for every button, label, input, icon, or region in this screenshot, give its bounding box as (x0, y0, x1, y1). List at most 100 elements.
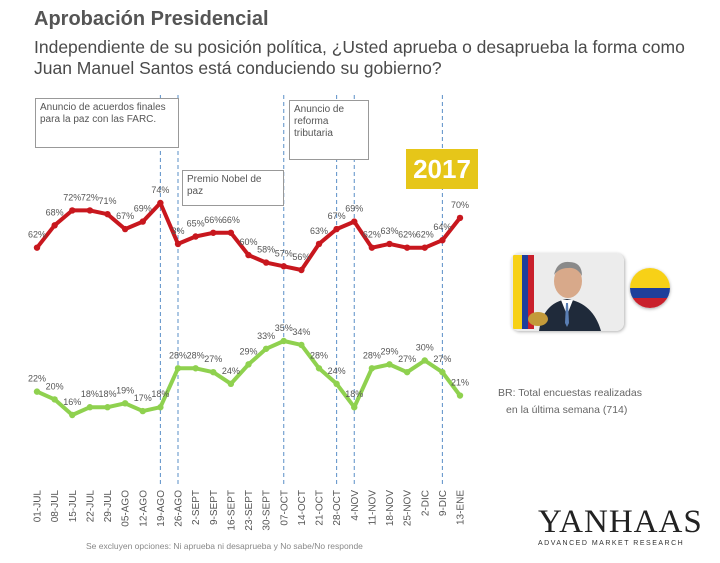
data-point-aprueba (245, 251, 252, 259)
data-point-desaprueba (403, 368, 411, 376)
data-point-desaprueba (245, 361, 252, 368)
data-point-aprueba (174, 240, 182, 248)
data-label-aprueba: 72% (63, 192, 81, 202)
x-tick-label: 16-SEPT (226, 490, 237, 531)
data-label-desaprueba: 27% (433, 354, 451, 364)
x-tick-label: 01-JUL (33, 490, 44, 523)
data-label-aprueba: 3% (171, 226, 184, 236)
data-label-aprueba: 68% (46, 207, 64, 217)
data-point-desaprueba (421, 357, 428, 364)
data-point-desaprueba (227, 380, 235, 388)
data-label-aprueba: 63% (380, 226, 398, 236)
chart-title: Aprobación Presidencial (34, 8, 269, 30)
data-label-aprueba: 67% (328, 211, 346, 221)
data-label-desaprueba: 19% (116, 385, 134, 395)
data-point-aprueba (403, 244, 411, 251)
x-tick-label: 13-ENE (456, 490, 467, 525)
logo-wordmark: YANHAAS (538, 504, 703, 540)
data-label-desaprueba: 16% (63, 397, 81, 407)
data-point-desaprueba (386, 361, 393, 368)
data-point-aprueba (210, 229, 217, 236)
data-point-aprueba (298, 266, 305, 274)
data-point-desaprueba (298, 341, 305, 349)
data-point-aprueba (368, 244, 376, 251)
data-label-desaprueba: 24% (328, 366, 346, 376)
data-point-desaprueba (368, 365, 376, 372)
x-tick-label: 18-NOV (385, 490, 396, 526)
x-tick-label: 25-NOV (403, 490, 414, 526)
annotation-farc-peace-deal: Anuncio de acuerdos finales para la paz … (35, 98, 179, 148)
data-point-aprueba (456, 214, 464, 222)
data-label-aprueba: 62% (398, 230, 416, 240)
x-tick-label: 28-OCT (332, 490, 343, 526)
sample-size-note-line2: en la última semana (714) (506, 404, 628, 416)
data-label-desaprueba: 27% (398, 354, 416, 364)
data-point-aprueba (86, 207, 94, 214)
data-point-aprueba (333, 225, 340, 233)
data-label-aprueba: 63% (310, 226, 328, 236)
x-tick-label: 19-AGO (156, 490, 167, 527)
x-tick-label: 30-SEPT (262, 490, 273, 531)
data-point-aprueba (104, 210, 111, 218)
data-point-aprueba (439, 237, 446, 244)
sample-size-note: BR: Total encuestas realizadas en la últ… (498, 385, 642, 419)
data-label-desaprueba: 20% (46, 381, 64, 391)
data-label-aprueba: 56% (292, 252, 310, 262)
data-label-aprueba: 65% (187, 219, 205, 229)
data-label-aprueba: 74% (151, 185, 169, 195)
data-label-aprueba: 62% (363, 230, 381, 240)
data-label-aprueba: 60% (239, 237, 257, 247)
x-tick-label: 08-JUL (50, 490, 61, 523)
data-point-desaprueba (333, 380, 340, 388)
data-label-desaprueba: 27% (204, 354, 222, 364)
data-label-desaprueba: 18% (81, 389, 99, 399)
footnote: Se excluyen opciones: Ni aprueba ni desa… (86, 541, 363, 551)
data-point-aprueba (262, 259, 270, 266)
data-label-desaprueba: 33% (257, 331, 275, 341)
data-point-aprueba (121, 225, 129, 233)
data-label-desaprueba: 18% (151, 389, 169, 399)
data-label-desaprueba: 28% (363, 350, 381, 360)
annotation-tax-reform: Anuncio de reforma tributaria (289, 100, 369, 160)
x-tick-label: 23-SEPT (244, 490, 255, 531)
data-point-desaprueba (280, 337, 287, 345)
data-label-desaprueba: 34% (292, 327, 310, 337)
x-tick-label: 05-AGO (121, 490, 132, 527)
data-point-desaprueba (315, 365, 323, 372)
sample-size-note-line1: BR: Total encuestas realizadas (498, 387, 642, 399)
x-tick-label: 11-NOV (367, 490, 378, 526)
data-point-aprueba (157, 199, 164, 207)
data-label-aprueba: 70% (451, 200, 469, 210)
data-point-aprueba (227, 229, 235, 236)
data-point-desaprueba (210, 368, 217, 376)
chart-subtitle: Independiente de su posición política, ¿… (34, 37, 685, 78)
data-label-aprueba: 58% (257, 245, 275, 255)
data-point-desaprueba (456, 392, 464, 399)
president-portrait-drawing (511, 253, 624, 331)
data-point-desaprueba (157, 404, 164, 411)
data-label-aprueba: 67% (116, 211, 134, 221)
x-tick-label: 9-SEPT (209, 490, 220, 525)
data-label-desaprueba: 18% (345, 389, 363, 399)
data-label-aprueba: 71% (98, 196, 116, 206)
data-point-desaprueba (33, 388, 41, 395)
data-point-aprueba (51, 222, 58, 229)
president-portrait (511, 253, 624, 331)
data-label-aprueba: 66% (222, 215, 240, 225)
data-point-desaprueba (351, 404, 358, 411)
data-label-desaprueba: 28% (310, 350, 328, 360)
data-point-aprueba (139, 218, 146, 225)
data-point-desaprueba (192, 365, 199, 372)
data-label-aprueba: 57% (275, 248, 293, 258)
data-point-aprueba (192, 233, 199, 240)
data-label-desaprueba: 24% (222, 366, 240, 376)
x-tick-label: 4-NOV (350, 490, 361, 521)
data-label-aprueba: 62% (28, 230, 46, 240)
x-tick-label: 07-OCT (279, 490, 290, 526)
data-point-desaprueba (139, 407, 146, 415)
data-point-aprueba (421, 244, 428, 251)
x-tick-label: 14-OCT (297, 490, 308, 526)
data-label-aprueba: 69% (345, 204, 363, 214)
x-tick-label: 2-SEPT (191, 490, 202, 525)
